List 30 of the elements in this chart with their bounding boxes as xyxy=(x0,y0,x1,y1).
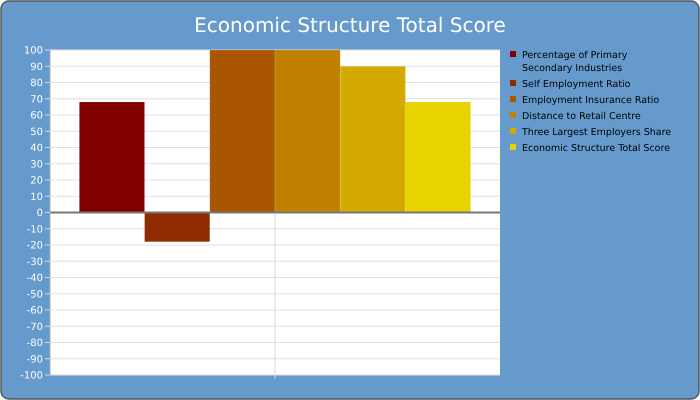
legend-label: Percentage of Primary Secondary Industries xyxy=(522,50,628,74)
legend-label: Self Employment Ratio xyxy=(522,79,631,90)
y-tick-label: 90 xyxy=(30,62,43,73)
y-tick-label: 80 xyxy=(30,78,43,89)
y-tick-label: -90 xyxy=(26,354,43,366)
y-tick-label: -40 xyxy=(26,273,43,284)
y-tick-label: 20 xyxy=(30,176,43,186)
y-tick-label: -70 xyxy=(26,322,43,333)
y-tick-label: 50 xyxy=(30,126,43,138)
legend-label: Employment Insurance Ratio xyxy=(522,95,660,106)
y-tick-label: -20 xyxy=(26,240,43,252)
chart-title: Economic Structure Total Score xyxy=(194,13,506,37)
bar xyxy=(144,212,210,242)
y-tick-label: -30 xyxy=(26,256,43,268)
y-tick-label: -10 xyxy=(26,224,43,236)
y-tick-label: 10 xyxy=(30,192,43,203)
y-tick-label: 70 xyxy=(30,94,43,106)
y-tick-label: -100 xyxy=(20,370,43,382)
y-tick-label: 30 xyxy=(30,159,43,170)
y-tick-label: -50 xyxy=(26,289,43,300)
y-tick-label: 100 xyxy=(24,46,43,56)
y-tick-label: -60 xyxy=(26,306,43,316)
legend-label: Economic Structure Total Score xyxy=(522,143,670,154)
y-tick-label: -80 xyxy=(26,338,43,349)
bar xyxy=(79,102,145,213)
y-tick-label: 40 xyxy=(30,143,43,154)
legend-label: Distance to Retail Centre xyxy=(522,111,641,122)
legend-label: Three Largest Employers Share xyxy=(521,127,672,138)
y-tick-label: 0 xyxy=(36,208,43,219)
y-tick-label: 60 xyxy=(30,110,43,122)
